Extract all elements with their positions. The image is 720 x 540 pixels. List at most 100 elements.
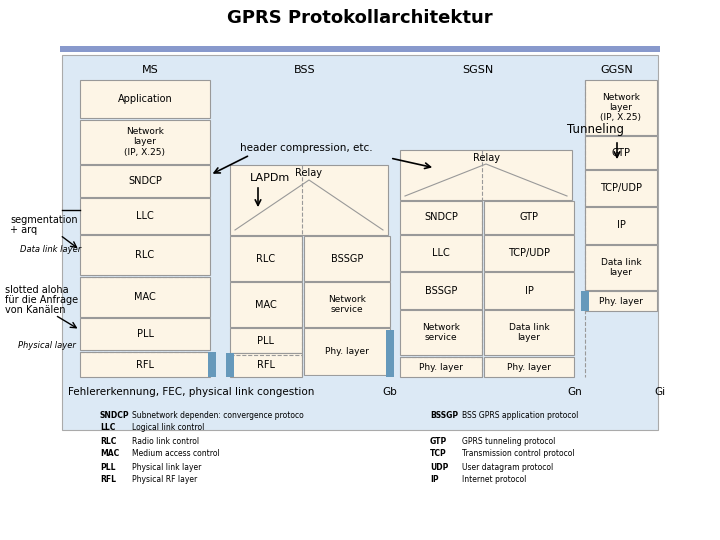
FancyBboxPatch shape bbox=[80, 165, 210, 197]
Text: Network
layer
(IP, X.25): Network layer (IP, X.25) bbox=[125, 127, 166, 157]
Text: IP: IP bbox=[430, 476, 438, 484]
FancyBboxPatch shape bbox=[226, 353, 234, 377]
Text: MAC: MAC bbox=[100, 449, 120, 458]
FancyBboxPatch shape bbox=[585, 80, 657, 135]
Text: Subnetwork dependen: convergence protoco: Subnetwork dependen: convergence protoco bbox=[132, 410, 304, 420]
FancyBboxPatch shape bbox=[400, 235, 482, 271]
Text: TCP/UDP: TCP/UDP bbox=[600, 183, 642, 193]
Text: Data link
layer: Data link layer bbox=[509, 323, 549, 342]
Text: Data link
layer: Data link layer bbox=[600, 258, 642, 277]
Text: Transmission control protocol: Transmission control protocol bbox=[462, 449, 575, 458]
Text: von Kanälen: von Kanälen bbox=[5, 305, 66, 315]
Text: BSSGP: BSSGP bbox=[425, 286, 457, 295]
FancyBboxPatch shape bbox=[208, 352, 216, 377]
FancyBboxPatch shape bbox=[386, 330, 394, 377]
Text: Network
layer
(IP, X.25): Network layer (IP, X.25) bbox=[600, 92, 642, 123]
Text: UDP: UDP bbox=[430, 462, 449, 471]
Text: Application: Application bbox=[117, 94, 172, 104]
FancyBboxPatch shape bbox=[80, 352, 210, 377]
Text: Fehlererkennung, FEC, physical link congestion: Fehlererkennung, FEC, physical link cong… bbox=[68, 387, 315, 397]
Text: Medium access control: Medium access control bbox=[132, 449, 220, 458]
Text: RFL: RFL bbox=[100, 476, 116, 484]
FancyBboxPatch shape bbox=[585, 291, 657, 311]
Text: Phy. layer: Phy. layer bbox=[325, 347, 369, 356]
Text: Gb: Gb bbox=[382, 387, 397, 397]
Text: RLC: RLC bbox=[256, 253, 276, 264]
FancyBboxPatch shape bbox=[585, 245, 657, 290]
Text: segmentation: segmentation bbox=[10, 215, 78, 225]
Text: TCP: TCP bbox=[430, 449, 446, 458]
Text: MAC: MAC bbox=[255, 300, 277, 309]
FancyBboxPatch shape bbox=[585, 136, 657, 169]
Text: Network
service: Network service bbox=[328, 295, 366, 314]
FancyBboxPatch shape bbox=[230, 236, 302, 281]
FancyBboxPatch shape bbox=[60, 46, 660, 52]
Text: PLL: PLL bbox=[258, 335, 274, 346]
FancyBboxPatch shape bbox=[400, 357, 482, 377]
Text: Physical RF layer: Physical RF layer bbox=[132, 476, 197, 484]
Text: RFL: RFL bbox=[257, 360, 275, 370]
Text: Gi: Gi bbox=[654, 387, 665, 397]
Text: PLL: PLL bbox=[100, 462, 115, 471]
Text: Relay: Relay bbox=[472, 153, 500, 163]
Text: SGSN: SGSN bbox=[462, 65, 494, 75]
Text: Gn: Gn bbox=[567, 387, 582, 397]
Text: LAPDm: LAPDm bbox=[250, 173, 290, 183]
FancyBboxPatch shape bbox=[230, 165, 388, 235]
FancyBboxPatch shape bbox=[484, 235, 574, 271]
FancyBboxPatch shape bbox=[484, 357, 574, 377]
FancyBboxPatch shape bbox=[304, 328, 390, 375]
Text: Relay: Relay bbox=[295, 168, 323, 178]
Text: RLC: RLC bbox=[135, 250, 155, 260]
Text: BSSGP: BSSGP bbox=[330, 253, 363, 264]
FancyBboxPatch shape bbox=[304, 236, 390, 281]
Text: Tunneling: Tunneling bbox=[567, 124, 624, 137]
FancyBboxPatch shape bbox=[80, 80, 210, 118]
FancyBboxPatch shape bbox=[230, 353, 302, 377]
Text: SNDCP: SNDCP bbox=[100, 410, 130, 420]
FancyBboxPatch shape bbox=[230, 328, 302, 353]
Text: für die Anfrage: für die Anfrage bbox=[5, 295, 78, 305]
FancyBboxPatch shape bbox=[230, 282, 302, 327]
Text: Phy. layer: Phy. layer bbox=[599, 296, 643, 306]
Text: Physical link layer: Physical link layer bbox=[132, 462, 202, 471]
Text: GTP: GTP bbox=[611, 147, 631, 158]
Text: MS: MS bbox=[142, 65, 158, 75]
Text: Phy. layer: Phy. layer bbox=[507, 362, 551, 372]
Text: Radio link control: Radio link control bbox=[132, 436, 199, 446]
FancyBboxPatch shape bbox=[400, 201, 482, 234]
Text: Phy. layer: Phy. layer bbox=[419, 362, 463, 372]
FancyBboxPatch shape bbox=[80, 235, 210, 275]
Text: TCP/UDP: TCP/UDP bbox=[508, 248, 550, 258]
FancyBboxPatch shape bbox=[304, 282, 390, 327]
FancyBboxPatch shape bbox=[62, 55, 658, 430]
Text: SNDCP: SNDCP bbox=[128, 176, 162, 186]
FancyBboxPatch shape bbox=[484, 272, 574, 309]
Text: BSS: BSS bbox=[294, 65, 316, 75]
FancyBboxPatch shape bbox=[80, 318, 210, 350]
FancyBboxPatch shape bbox=[581, 291, 589, 311]
Text: Data link layer: Data link layer bbox=[20, 246, 81, 254]
Text: LLC: LLC bbox=[100, 423, 115, 433]
Text: GPRS tunneling protocol: GPRS tunneling protocol bbox=[462, 436, 555, 446]
Text: BSSGP: BSSGP bbox=[430, 410, 458, 420]
FancyBboxPatch shape bbox=[400, 272, 482, 309]
Text: GTP: GTP bbox=[430, 436, 447, 446]
Text: + arq: + arq bbox=[10, 225, 37, 235]
FancyBboxPatch shape bbox=[484, 201, 574, 234]
Text: Physical layer: Physical layer bbox=[18, 341, 76, 349]
FancyBboxPatch shape bbox=[585, 170, 657, 206]
Text: User datagram protocol: User datagram protocol bbox=[462, 462, 553, 471]
Text: LLC: LLC bbox=[136, 211, 154, 221]
FancyBboxPatch shape bbox=[400, 310, 482, 355]
Text: SNDCP: SNDCP bbox=[424, 213, 458, 222]
Text: GGSN: GGSN bbox=[600, 65, 634, 75]
Text: MAC: MAC bbox=[134, 292, 156, 302]
Text: GPRS Protokollarchitektur: GPRS Protokollarchitektur bbox=[228, 9, 492, 27]
Text: IP: IP bbox=[525, 286, 534, 295]
FancyBboxPatch shape bbox=[484, 310, 574, 355]
Text: RFL: RFL bbox=[136, 360, 154, 369]
FancyBboxPatch shape bbox=[400, 150, 572, 200]
FancyBboxPatch shape bbox=[80, 198, 210, 234]
Text: BSS GPRS application protocol: BSS GPRS application protocol bbox=[462, 410, 578, 420]
